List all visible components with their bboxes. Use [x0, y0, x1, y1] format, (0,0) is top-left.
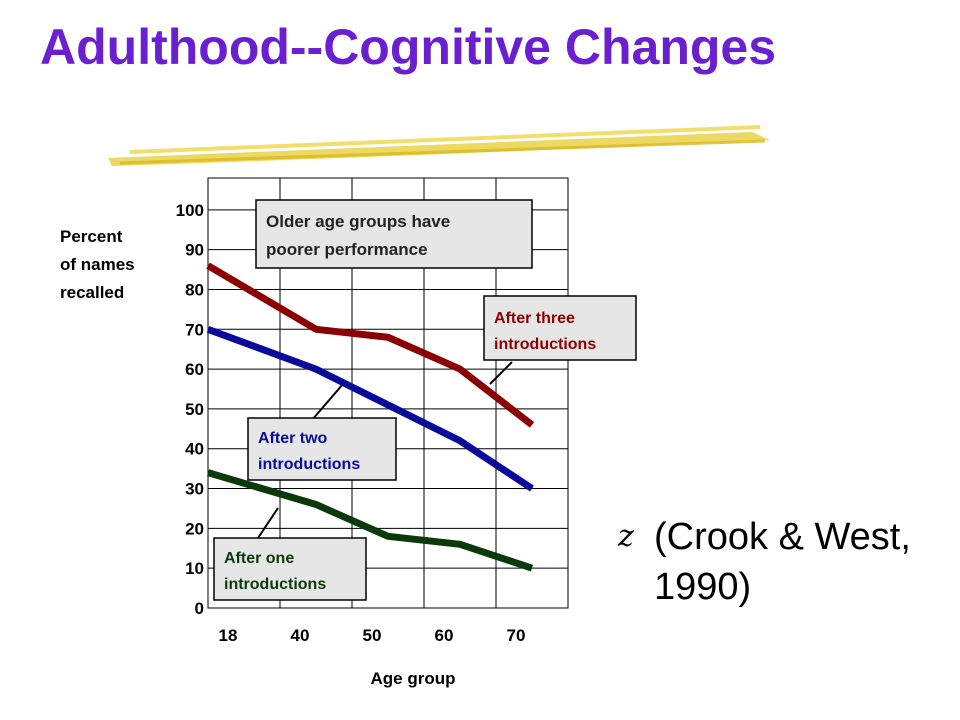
y-tick-label: 100: [176, 201, 204, 220]
citation-text: (Crook & West, 1990): [654, 516, 911, 608]
y-tick-label: 30: [185, 480, 204, 499]
x-tick-label: 50: [363, 626, 382, 645]
callout-three-line-2: introductions: [494, 336, 596, 353]
y-tick-label: 60: [185, 360, 204, 379]
y-tick-label: 70: [185, 320, 204, 339]
y-axis-label-line-2: of names: [60, 255, 135, 274]
y-tick-label: 20: [185, 519, 204, 538]
bullet-glyph: z: [618, 519, 634, 554]
y-tick-label: 80: [185, 280, 204, 299]
callout-leaders: [257, 361, 513, 539]
callout-two-line-1: After two: [258, 430, 328, 447]
series-line-0: [206, 262, 535, 428]
x-tick-label: 70: [507, 626, 526, 645]
series-line-1: [206, 326, 534, 492]
plot-frame: [207, 177, 569, 609]
callout-after-one: After one introductions: [213, 537, 367, 601]
y-tick-label: 50: [185, 400, 204, 419]
leader-three: [489, 361, 513, 385]
y-tick-label: 10: [185, 559, 204, 578]
x-tick-label: 18: [219, 626, 238, 645]
callout-one-line-2: introductions: [224, 576, 326, 593]
y-tick-label: 90: [185, 241, 204, 260]
y-tick-labels: 0 10 20 30 40 50 60 70 80 90 100: [176, 201, 204, 618]
x-tick-label: 40: [291, 626, 310, 645]
series-line-2: [207, 469, 534, 572]
x-tick-labels: 18 40 50 60 70: [219, 626, 526, 645]
callout-three-line-1: After three: [494, 310, 575, 327]
callout-two-line-2: introductions: [258, 456, 360, 473]
y-tick-label: 0: [195, 599, 204, 618]
x-axis-label: Age group: [371, 669, 456, 688]
callout-older-line-1: Older age groups have: [266, 212, 450, 231]
callout-older-groups: Older age groups have poorer performance: [255, 199, 533, 269]
y-tick-label: 40: [185, 440, 204, 459]
y-axis-label-line-1: Percent: [60, 227, 123, 246]
y-axis-label-line-3: recalled: [60, 283, 124, 302]
leader-two: [311, 383, 344, 421]
x-tick-label: 60: [435, 626, 454, 645]
callout-after-three: After three introductions: [483, 295, 637, 361]
series-lines: [206, 262, 535, 572]
leader-one: [257, 507, 279, 539]
callout-after-two: After two introductions: [247, 417, 397, 481]
title-underline: [108, 125, 770, 166]
slide-title: Adulthood--Cognitive Changes: [40, 19, 777, 75]
callout-one-line-1: After one: [224, 550, 294, 567]
y-axis-title: Percent of names recalled: [60, 227, 135, 302]
callout-older-line-2: poorer performance: [266, 240, 428, 259]
